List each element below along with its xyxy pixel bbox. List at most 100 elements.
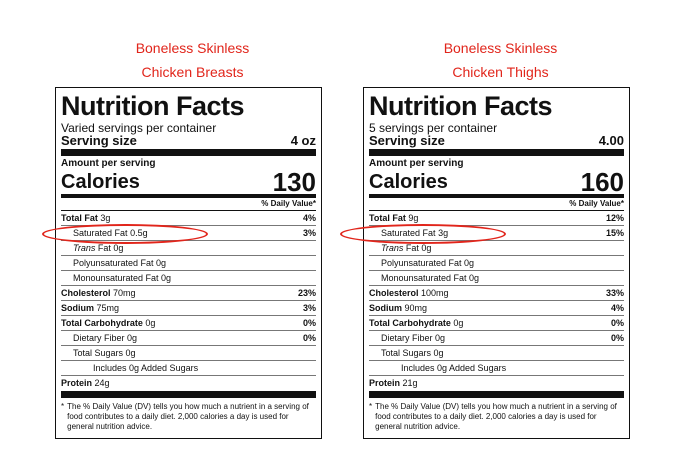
servings-per-container: Varied servings per container	[61, 121, 217, 135]
nutrition-label: Nutrition Facts Varied servings per cont…	[55, 87, 322, 439]
nutrient-row-protein: Protein 24g	[61, 376, 316, 391]
nutrient-row-added-sugars: Includes 0g Added Sugars	[369, 361, 624, 376]
nutrient-name-suffix: Fat 0g	[97, 243, 124, 253]
calories-row: Calories 130	[61, 169, 316, 195]
nutrient-row-total-carbohydrate: Total Carbohydrate 0g 0%	[61, 316, 316, 331]
nutrient-row-cholesterol: Cholesterol 70mg 23%	[61, 286, 316, 301]
product-heading: Boneless Skinless Chicken Breasts	[55, 36, 330, 88]
thick-divider	[61, 149, 316, 156]
nutrient-name: Protein	[61, 378, 93, 388]
nutrient-name: Monounsaturated Fat 0g	[381, 273, 480, 283]
nutrient-name: Total Carbohydrate	[369, 318, 451, 328]
nutrient-row-polyunsaturated-fat: Polyunsaturated Fat 0g	[369, 256, 624, 271]
serving-size-row: Serving size 4 oz	[61, 134, 316, 149]
nutrient-amount: 70mg	[113, 288, 136, 298]
serving-size-row: Serving size 4.00	[369, 134, 624, 149]
nutrient-dv: 4%	[610, 303, 624, 313]
heading-line-2: Chicken Breasts	[141, 64, 244, 80]
nutrient-name: Sodium	[61, 303, 94, 313]
nutrient-amount: 100mg	[421, 288, 449, 298]
nutrient-amount: 9g	[408, 213, 419, 223]
nutrient-row-total-fat: Total Fat 3g 4%	[61, 211, 316, 226]
nutrient-name: Cholesterol	[369, 288, 419, 298]
asterisk: *	[369, 402, 373, 411]
serving-size-value: 4 oz	[290, 133, 316, 148]
nutrient-dv: 0%	[302, 318, 316, 328]
thick-divider	[369, 391, 624, 398]
nutrient-row-protein: Protein 21g	[369, 376, 624, 391]
nutrient-row-sodium: Sodium 75mg 3%	[61, 301, 316, 316]
calories-label: Calories	[369, 171, 448, 193]
heading-line-2: Chicken Thighs	[452, 64, 549, 80]
chicken-thighs-column: Boneless Skinless Chicken Thighs Nutriti…	[363, 0, 638, 439]
calories-value: 160	[580, 167, 624, 197]
serving-size-value: 4.00	[598, 133, 624, 148]
nutrient-amount: 75mg	[96, 303, 120, 313]
nutrient-amount: 24g	[94, 378, 110, 388]
saturated-fat-highlight-ellipse	[340, 224, 506, 244]
nutrient-row-cholesterol: Cholesterol 100mg 33%	[369, 286, 624, 301]
nutrient-row-dietary-fiber: Dietary Fiber 0g 0%	[61, 331, 316, 346]
nutrient-dv: 33%	[605, 288, 624, 298]
nutrient-name: Total Fat	[61, 213, 98, 223]
footnote: * The % Daily Value (DV) tells you how m…	[369, 402, 624, 432]
nutrient-name: Cholesterol	[61, 288, 111, 298]
nutrient-row-sodium: Sodium 90mg 4%	[369, 301, 624, 316]
nutrient-name: Dietary Fiber 0g	[381, 333, 446, 343]
nutrient-name: Dietary Fiber 0g	[73, 333, 138, 343]
nutrient-row-total-sugars: Total Sugars 0g	[61, 346, 316, 361]
nutrient-amount: 0g	[145, 318, 156, 328]
chicken-breasts-column: Boneless Skinless Chicken Breasts Nutrit…	[55, 0, 330, 439]
nutrient-name: Monounsaturated Fat 0g	[73, 273, 172, 283]
nutrient-name: Protein	[369, 378, 401, 388]
nutrient-row-dietary-fiber: Dietary Fiber 0g 0%	[369, 331, 624, 346]
daily-value-header: % Daily Value*	[369, 198, 624, 211]
medium-divider	[369, 194, 624, 198]
nutrient-name: Total Fat	[369, 213, 406, 223]
footnote-text: The % Daily Value (DV) tells you how muc…	[67, 402, 309, 431]
amount-per-serving: Amount per serving	[369, 158, 464, 169]
nutrient-name: Sodium	[369, 303, 402, 313]
medium-divider	[61, 194, 316, 198]
heading-line-1: Boneless Skinless	[135, 40, 250, 56]
product-heading: Boneless Skinless Chicken Thighs	[363, 36, 638, 88]
nutrient-name: Trans	[73, 243, 96, 253]
saturated-fat-highlight-ellipse	[42, 224, 208, 244]
nutrient-name: Polyunsaturated Fat 0g	[73, 258, 167, 268]
nutrient-dv: 0%	[610, 318, 624, 328]
asterisk: *	[61, 402, 65, 411]
nutrition-facts-title: Nutrition Facts	[369, 91, 553, 121]
nutrient-row-trans-fat: Trans Fat 0g	[61, 241, 316, 256]
daily-value-header: % Daily Value*	[61, 198, 316, 211]
nutrient-name-suffix: Fat 0g	[405, 243, 432, 253]
nutrient-dv: 12%	[605, 213, 624, 223]
calories-row: Calories 160	[369, 167, 624, 197]
calories-label: Calories	[61, 171, 140, 193]
nutrient-row-monounsaturated-fat: Monounsaturated Fat 0g	[61, 271, 316, 286]
nutrient-row-total-fat: Total Fat 9g 12%	[369, 211, 624, 226]
nutrient-name: Includes 0g Added Sugars	[401, 363, 507, 373]
serving-size-label: Serving size	[61, 133, 137, 148]
nutrition-label: Nutrition Facts 5 servings per container…	[363, 87, 630, 439]
footnote-text: The % Daily Value (DV) tells you how muc…	[375, 402, 617, 431]
nutrient-amount: 21g	[402, 378, 418, 388]
nutrient-dv: 4%	[302, 213, 316, 223]
nutrient-dv: 3%	[302, 303, 316, 313]
nutrient-name: Includes 0g Added Sugars	[93, 363, 199, 373]
nutrient-name: Total Sugars 0g	[73, 348, 136, 358]
nutrient-dv: 23%	[297, 288, 316, 298]
nutrient-dv: 3%	[302, 228, 316, 238]
amount-per-serving: Amount per serving	[61, 158, 156, 169]
nutrient-name: Total Carbohydrate	[61, 318, 143, 328]
nutrient-amount: 3g	[100, 213, 111, 223]
nutrient-amount: 90mg	[404, 303, 428, 313]
nutrient-name: Total Sugars 0g	[381, 348, 444, 358]
footnote: * The % Daily Value (DV) tells you how m…	[61, 402, 316, 432]
servings-per-container: 5 servings per container	[369, 121, 498, 135]
nutrient-dv: 0%	[302, 333, 316, 343]
serving-size-label: Serving size	[369, 133, 445, 148]
nutrient-row-monounsaturated-fat: Monounsaturated Fat 0g	[369, 271, 624, 286]
nutrient-row-total-carbohydrate: Total Carbohydrate 0g 0%	[369, 316, 624, 331]
nutrient-name: Trans	[381, 243, 404, 253]
nutrient-row-total-sugars: Total Sugars 0g	[369, 346, 624, 361]
